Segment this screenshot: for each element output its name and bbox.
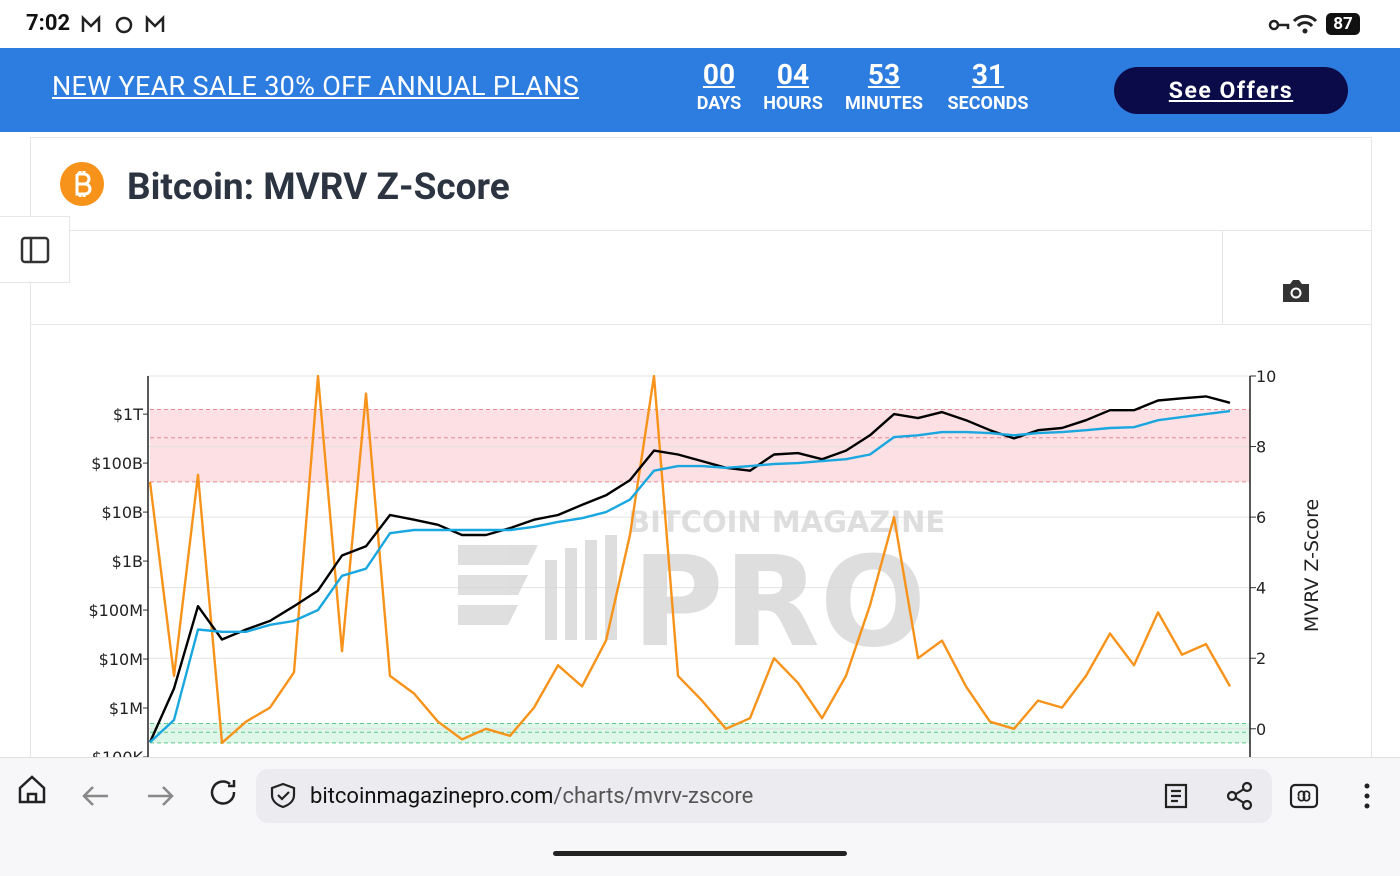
forward-button[interactable] [148,786,174,806]
watermark-logo [545,535,617,640]
bitcoin-icon [60,162,104,206]
countdown-unit: 31 SECONDS [933,58,1043,114]
system-icons [1268,14,1318,34]
sidebar-toggle[interactable] [0,216,70,283]
countdown-value: 04 [776,58,810,91]
home-indicator [553,851,847,856]
see-offers-button[interactable]: See Offers [1114,67,1348,114]
countdown-value: 00 [702,58,736,91]
y2-tick-label: 8 [1256,438,1266,457]
y-tick-label: $1T [113,405,143,424]
countdown-unit: HOURS [763,93,823,114]
y2-tick-label: 10 [1256,367,1276,386]
series-line [149,409,1231,744]
reader-button[interactable] [1164,783,1188,809]
countdown-unit: 04 HOURS [738,58,848,114]
countdown-unit: DAYS [696,93,742,114]
promo-link[interactable]: NEW YEAR SALE 30% OFF ANNUAL PLANS [52,70,580,102]
watermark: BITCOIN MAGAZINE PRO [458,505,945,675]
y2-axis-label: MVRV Z-Score [1301,499,1323,632]
browser-toolbar: bitcoinmagazinepro.com/charts/mvrv-zscor… [0,757,1400,876]
countdown-unit: SECONDS [947,93,1029,114]
y-tick-label: $100B [91,454,143,473]
notification-icons [81,14,165,34]
menu-button[interactable] [1364,783,1370,809]
y-tick-label: $1B [112,552,143,571]
divider [31,230,1371,231]
y2-tick-label: 6 [1256,508,1266,527]
tabs-button[interactable] [1289,783,1319,809]
y2-tick-label: 2 [1256,649,1266,668]
divider [1222,231,1223,324]
divider [31,324,1371,325]
y-tick-label: $10M [99,650,143,669]
countdown-unit: 00 DAYS [664,58,774,114]
battery: 87 [1326,13,1360,35]
promo-banner: NEW YEAR SALE 30% OFF ANNUAL PLANS 00 DAY… [0,48,1400,132]
chart: BITCOIN MAGAZINE PRO 0 2 4 6 8 10 $100K $1M $10M… [88,367,1323,757]
y-tick-label: $1M [109,699,143,718]
url-path: /charts/mvrv-zscore [553,784,754,809]
series-line [148,374,1232,745]
countdown-unit: MINUTES [845,93,923,114]
zone-band [150,723,1250,743]
countdown-value: 31 [971,58,1005,91]
y-tick-label: $100M [88,601,143,620]
watermark-text: PRO [632,530,926,675]
plot-background [148,375,1250,744]
y-tick-label: $10B [101,503,143,522]
page-title: Bitcoin: MVRV Z-Score [127,166,510,209]
clock: 7:02 [26,11,71,36]
back-button[interactable] [82,786,108,806]
screenshot-button[interactable] [1281,278,1311,304]
status-bar: 7:02 87 [0,0,1400,48]
y2-tick-label: 0 [1256,720,1266,739]
countdown-unit: 53 MINUTES [829,58,939,114]
home-button[interactable] [18,775,46,804]
zone-band [150,409,1250,482]
reload-button[interactable] [210,780,236,805]
url-bar[interactable] [256,769,1272,823]
y-tick-label: $100K [92,748,144,757]
toolbar-icons [18,769,1370,856]
url-domain: bitcoinmagazinepro.com [310,784,554,809]
countdown-value: 53 [867,58,901,91]
watermark-logo [458,545,538,625]
y2-tick-label: 4 [1256,579,1266,598]
sidebar-icon [20,236,50,264]
series-line [148,395,1231,743]
share-button[interactable] [1226,781,1253,811]
url: bitcoinmagazinepro.com/charts/mvrv-zscor… [310,784,753,809]
chart-card: Bitcoin: MVRV Z-Score [30,137,1372,838]
